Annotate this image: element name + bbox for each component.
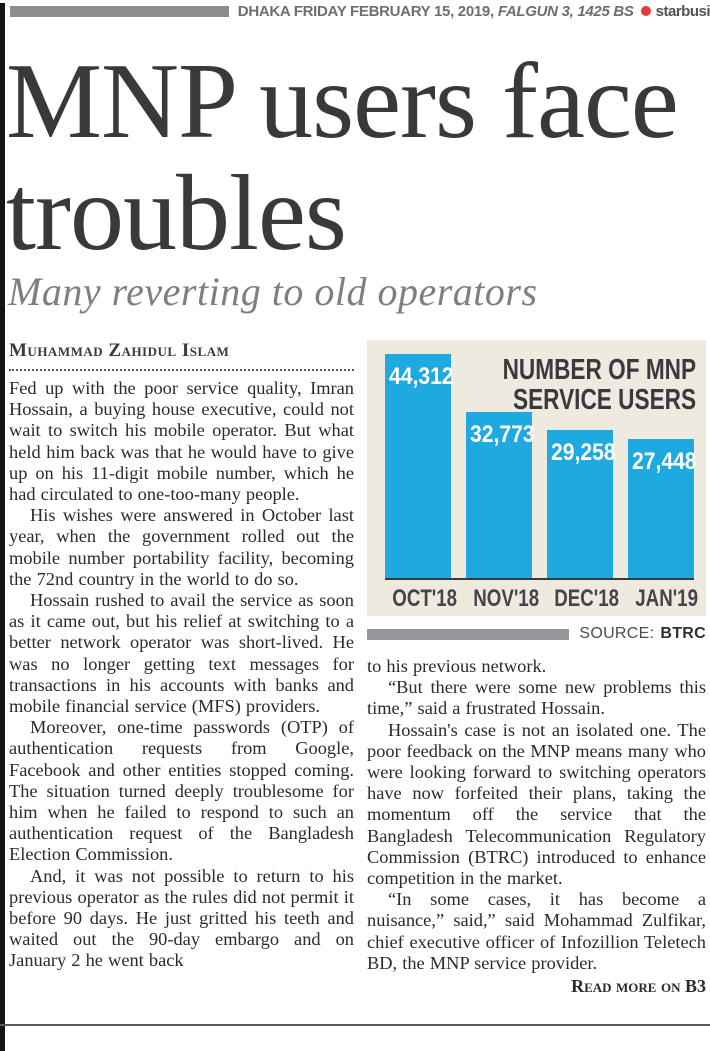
chart-x-axis-labels: OCT'18 NOV'18 DEC'18 JAN'19	[385, 585, 698, 613]
x-tick-label: NOV'18	[473, 585, 540, 612]
bar-jan19: 27,448	[628, 439, 697, 578]
paragraph: His wishes were answered in October last…	[9, 505, 354, 589]
left-column: Muhammad Zahidul Islam Fed up with the p…	[9, 340, 354, 997]
paragraph: Hossain rushed to avail the service as s…	[9, 590, 354, 717]
bar-oct18: 44,312	[385, 354, 454, 578]
bar-value-label: 27,448	[631, 448, 697, 475]
bar-value-label: 32,773	[469, 421, 535, 448]
masthead-date: DHAKA FRIDAY FEBRUARY 15, 2019,	[237, 2, 494, 20]
paragraph: “But there were some new problems this t…	[367, 677, 706, 719]
byline: Muhammad Zahidul Islam	[9, 340, 230, 361]
paragraph: Hossain's case is not an isolated one. T…	[367, 719, 706, 889]
bar-dec18: 29,258	[547, 430, 616, 578]
chart-plot-area: 44,312 32,773 29,258 27,448	[385, 340, 697, 580]
headline-line1: MNP users face	[6, 42, 679, 161]
bar-nov18: 32,773	[466, 412, 535, 578]
headline-line2: troubles	[6, 154, 347, 273]
read-more-note: Read more on B3	[571, 976, 706, 997]
chart-source-row: SOURCE: BTRC	[367, 625, 706, 643]
article-subhead: Many reverting to old operators	[8, 269, 538, 314]
paragraph: And, it was not possible to return to hi…	[9, 865, 354, 971]
masthead-brand: starbusi	[655, 2, 710, 20]
bar-value-label: 29,258	[550, 439, 616, 466]
masthead-dateline: DHAKA FRIDAY FEBRUARY 15, 2019, FALGUN 3…	[238, 3, 710, 20]
x-tick-label: JAN'19	[635, 585, 698, 612]
source-divider-bar	[367, 628, 570, 640]
left-edge-rule	[0, 3, 5, 1051]
masthead-divider-bar	[10, 5, 229, 17]
masthead: DHAKA FRIDAY FEBRUARY 15, 2019, FALGUN 3…	[10, 3, 710, 20]
source-value: BTRC	[660, 625, 706, 642]
mnp-users-bar-chart: 44,312 32,773 29,258 27,448 NUMBER OF MN…	[367, 340, 706, 616]
chart-title: NUMBER OF MNP SERVICE USERS	[502, 354, 696, 416]
source-label: SOURCE:	[579, 625, 655, 642]
bottom-page-rule	[0, 1024, 710, 1026]
x-tick-label: DEC'18	[554, 585, 620, 612]
paragraph: Moreover, one-time passwords (OTP) of au…	[9, 717, 354, 865]
x-tick-label: OCT'18	[392, 585, 458, 612]
paragraph: to his previous network.	[367, 656, 547, 676]
red-dot-icon	[640, 6, 651, 16]
article-body: Muhammad Zahidul Islam Fed up with the p…	[9, 340, 706, 997]
masthead-bangla-date: FALGUN 3, 1425 BS	[497, 2, 634, 20]
paragraph: “In some cases, it has become a nuisance…	[367, 889, 706, 973]
article-headline: MNP users face troubles	[6, 46, 710, 270]
right-column-text: to his previous network. “But there were…	[367, 656, 706, 997]
right-column: 44,312 32,773 29,258 27,448 NUMBER OF MN…	[367, 340, 706, 997]
byline-dotted-rule	[9, 365, 354, 371]
bar-value-label: 44,312	[388, 363, 454, 390]
paragraph: Fed up with the poor service quality, Im…	[9, 378, 354, 505]
